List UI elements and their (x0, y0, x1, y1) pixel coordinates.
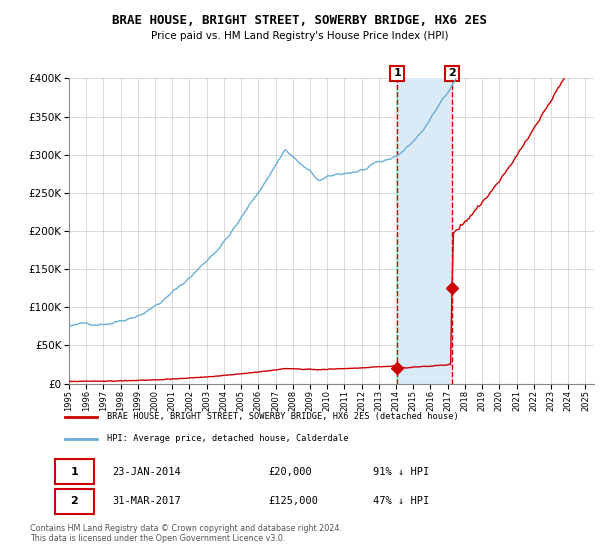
Text: 2: 2 (70, 496, 78, 506)
Text: Price paid vs. HM Land Registry's House Price Index (HPI): Price paid vs. HM Land Registry's House … (151, 31, 449, 41)
Text: 91% ↓ HPI: 91% ↓ HPI (373, 467, 430, 477)
Bar (397, 78, 452, 384)
Text: £125,000: £125,000 (269, 496, 319, 506)
FancyBboxPatch shape (55, 489, 94, 514)
Text: £20,000: £20,000 (269, 467, 313, 477)
Text: 47% ↓ HPI: 47% ↓ HPI (373, 496, 430, 506)
Text: Contains HM Land Registry data © Crown copyright and database right 2024.
This d: Contains HM Land Registry data © Crown c… (30, 524, 342, 543)
Text: 1: 1 (393, 68, 401, 78)
Text: 23-JAN-2014: 23-JAN-2014 (112, 467, 181, 477)
Text: 2: 2 (448, 68, 456, 78)
Text: BRAE HOUSE, BRIGHT STREET, SOWERBY BRIDGE, HX6 2ES: BRAE HOUSE, BRIGHT STREET, SOWERBY BRIDG… (113, 14, 487, 27)
Text: HPI: Average price, detached house, Calderdale: HPI: Average price, detached house, Cald… (107, 435, 349, 444)
Text: BRAE HOUSE, BRIGHT STREET, SOWERBY BRIDGE, HX6 2ES (detached house): BRAE HOUSE, BRIGHT STREET, SOWERBY BRIDG… (107, 412, 459, 421)
Text: 1: 1 (70, 467, 78, 477)
FancyBboxPatch shape (55, 459, 94, 484)
Text: 31-MAR-2017: 31-MAR-2017 (112, 496, 181, 506)
